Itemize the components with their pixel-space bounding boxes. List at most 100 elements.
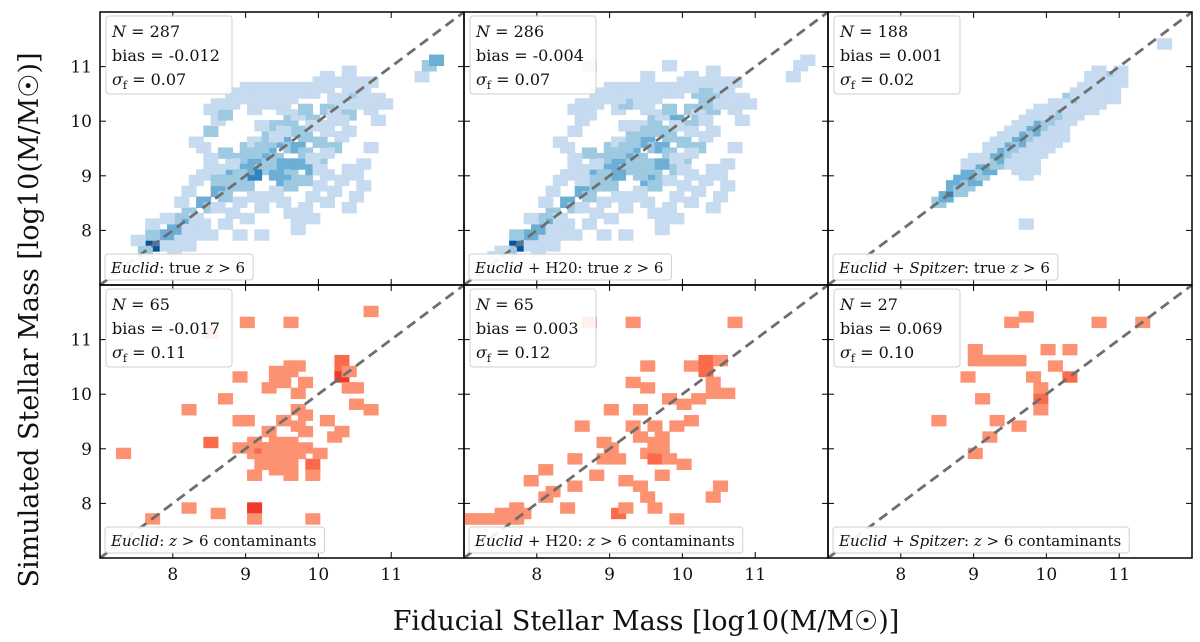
heatmap-cell — [698, 365, 714, 378]
heatmap-cell — [603, 180, 619, 192]
heatmap-cell — [625, 191, 641, 203]
x-tick-label: 11 — [380, 565, 402, 585]
heatmap-cell — [217, 109, 233, 121]
heatmap-cell — [698, 174, 714, 187]
heatmap-cell — [217, 191, 233, 203]
heatmap-cell — [662, 202, 678, 214]
stat-sigma: σf = 0.07 — [112, 70, 186, 92]
panel-5: 8 9 10 11 N = 65 bias = 0.003 σf = 0.12 Euclid … — [463, 284, 829, 585]
heatmap-cell — [298, 442, 314, 454]
heatmap-cell — [268, 131, 284, 143]
heatmap-cell — [203, 229, 219, 241]
heatmap-cell — [603, 212, 619, 225]
heatmap-cell — [625, 376, 641, 389]
heatmap-cell — [188, 229, 204, 241]
heatmap-cell — [567, 229, 583, 241]
heatmap-cell — [283, 207, 299, 219]
y-tick-label: 8 — [81, 494, 92, 514]
heatmap-cell — [341, 65, 357, 77]
heatmap-cell — [1011, 354, 1027, 367]
stat-bias: bias = -0.004 — [476, 46, 584, 65]
heatmap-cell — [247, 502, 263, 514]
stats-box: N = 287 bias = -0.012 σf = 0.07 — [105, 15, 233, 95]
heatmap-cell — [662, 131, 678, 143]
heatmap-cell — [1091, 316, 1107, 329]
heatmap-cell — [1018, 311, 1034, 323]
heatmap-cell — [640, 360, 656, 372]
heatmap-cell — [596, 196, 612, 208]
heatmap-cell — [516, 507, 532, 520]
heatmap-cell — [494, 245, 510, 258]
heatmap-cell — [334, 354, 350, 367]
heatmap-cells — [931, 311, 1151, 460]
caption-box: Euclid + H20: true z > 6 — [468, 253, 672, 281]
heatmap-cell — [298, 131, 314, 143]
heatmap-cell — [298, 202, 314, 214]
x-tick-label: 9 — [240, 565, 251, 585]
heatmap-cell — [319, 125, 335, 137]
heatmap-cell — [676, 180, 692, 192]
heatmap-cell — [662, 103, 678, 116]
stat-sigma: σf = 0.07 — [476, 70, 550, 92]
stat-bias: bias = 0.001 — [840, 46, 943, 65]
heatmap-cell — [319, 147, 335, 159]
heatmap-cell — [581, 98, 597, 110]
heatmap-cell — [203, 125, 219, 137]
heatmap-cell — [312, 447, 328, 460]
heatmap-cell — [683, 196, 699, 208]
heatmap-cell — [975, 393, 991, 405]
x-tick-label: 8 — [531, 565, 542, 585]
heatmap-cell — [611, 453, 627, 465]
heatmap-cell — [232, 169, 248, 181]
heatmap-cell — [632, 480, 648, 492]
heatmap-cell — [662, 174, 678, 187]
caption-box: Euclid: z > 6 contaminants — [104, 526, 325, 554]
x-tick-label: 8 — [895, 565, 906, 585]
stat-n: N = 286 — [475, 22, 544, 41]
heatmap-cell — [712, 169, 729, 181]
y-tick-label: 11 — [70, 58, 92, 78]
heatmap-cell — [217, 147, 233, 159]
heatmap-cell — [225, 87, 241, 99]
heatmap-cell — [305, 152, 321, 165]
x-axis-title: Fiducial Stellar Mass [log10(M/M☉)] — [393, 606, 900, 637]
heatmap-cell — [683, 360, 699, 372]
heatmap-cell — [625, 136, 641, 148]
heatmap-cell — [1011, 420, 1027, 432]
heatmap-cell — [298, 376, 314, 389]
heatmap-cell — [334, 98, 350, 110]
heatmap-cell — [254, 120, 270, 132]
heatmap-cell — [356, 180, 372, 192]
heatmap-cell — [239, 316, 255, 329]
heatmap-cell — [370, 114, 386, 127]
x-tick-label: 10 — [672, 565, 694, 585]
x-tick-label: 8 — [167, 565, 178, 585]
heatmap-cell — [283, 436, 299, 449]
heatmap-cell — [698, 114, 714, 127]
heatmap-cell — [705, 376, 721, 389]
heatmap-cell — [560, 502, 576, 514]
heatmap-cell — [647, 502, 663, 514]
caption-box: Euclid: true z > 6 — [104, 253, 254, 281]
heatmap-cell — [596, 169, 612, 181]
heatmap-cell — [683, 147, 699, 159]
heatmap-cell — [1084, 103, 1100, 116]
heatmap-cell — [705, 387, 721, 400]
heatmap-cell — [640, 491, 656, 503]
heatmap-cell — [312, 136, 328, 148]
heatmap-cell — [1033, 382, 1049, 394]
heatmap-cell — [1113, 65, 1129, 77]
stat-sigma: σf = 0.12 — [476, 343, 550, 365]
heatmap-cell — [640, 196, 656, 208]
heatmap-cell — [640, 382, 656, 394]
heatmap-cell — [567, 453, 583, 465]
x-tick-label: 11 — [744, 565, 766, 585]
heatmap-cell — [429, 54, 445, 67]
heatmap-cell — [319, 70, 335, 83]
heatmap-cell — [589, 469, 605, 481]
heatmap-cell — [217, 218, 233, 230]
heatmap-cell — [203, 436, 219, 449]
heatmap-cell — [552, 136, 568, 148]
heatmap-cell — [276, 158, 292, 170]
caption-box: Euclid + H20: z > 6 contaminants — [468, 526, 744, 554]
